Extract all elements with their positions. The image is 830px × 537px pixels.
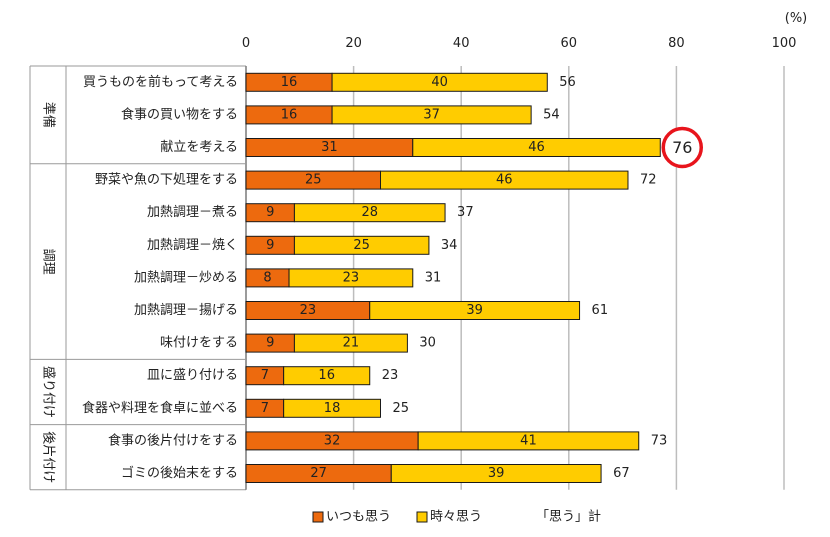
- total-label: 61: [592, 303, 609, 318]
- data-label: 9: [266, 336, 274, 351]
- total-label: 67: [613, 466, 630, 481]
- category-label: 食事の買い物をする: [121, 106, 238, 122]
- group-label: 後片付け: [41, 431, 56, 483]
- data-label: 28: [361, 205, 378, 220]
- group-label: 準備: [41, 102, 57, 128]
- total-label: 25: [393, 401, 410, 416]
- group-label: 盛り付け: [41, 366, 56, 418]
- bar-segment: [288, 268, 414, 288]
- category-label: 加熱調理－炒める: [134, 270, 238, 285]
- total-label: 31: [425, 270, 442, 285]
- bar-segment: [417, 431, 640, 451]
- category-label: 皿に盛り付ける: [147, 368, 238, 383]
- data-label: 31: [321, 140, 338, 155]
- data-label: 16: [281, 107, 298, 122]
- data-label: 46: [528, 140, 545, 155]
- x-tick-label: 100: [772, 36, 797, 51]
- legend: いつも思う 時々思う 「思う」計: [312, 509, 601, 525]
- x-tick-label: 20: [345, 36, 362, 51]
- bar-segment: [283, 398, 381, 418]
- x-tick-label: 40: [453, 36, 470, 51]
- total-label: 34: [441, 238, 458, 253]
- data-label: 16: [318, 368, 335, 383]
- highlight-circle: [661, 126, 704, 169]
- total-label: 30: [419, 336, 436, 351]
- category-label: 味付けをする: [160, 336, 238, 351]
- bars: 16 40 56 16 37 54 31 46 76 25 46 72 9 28 37 9 25 34 8 23 31 2…: [245, 72, 704, 483]
- data-label: 25: [353, 238, 370, 253]
- data-label: 23: [343, 270, 360, 285]
- category-label: 食事の後片付けをする: [108, 432, 238, 448]
- data-label: 40: [431, 75, 448, 90]
- bar-segment: [390, 464, 602, 483]
- legend-label: 時々思う: [430, 510, 482, 525]
- total-label: 76: [672, 138, 692, 157]
- data-label: 41: [520, 433, 537, 448]
- total-label: 23: [382, 368, 399, 383]
- data-label: 16: [281, 75, 298, 90]
- data-label: 7: [261, 401, 269, 416]
- data-label: 8: [263, 270, 271, 285]
- legend-label: いつも思う: [326, 510, 391, 525]
- bar-segment: [331, 105, 532, 125]
- category-label: 買うものを前もって考える: [83, 74, 238, 90]
- bar-segment: [369, 301, 581, 320]
- bar-segment: [412, 138, 661, 157]
- category-label: 野菜や魚の下処理をする: [95, 173, 238, 188]
- data-label: 39: [488, 466, 505, 481]
- data-label: 39: [466, 303, 483, 318]
- bar-segment: [293, 333, 408, 353]
- category-label: 食器や料理を食卓に並べる: [82, 400, 238, 416]
- total-label: 56: [559, 75, 576, 90]
- category-label: 加熱調理－揚げる: [134, 302, 238, 318]
- data-label: 7: [261, 368, 269, 383]
- total-label: 54: [543, 107, 560, 122]
- gridlines: [352, 66, 785, 490]
- category-label: 加熱調理－煮る: [147, 205, 238, 220]
- category-label: 加熱調理－焼く: [147, 238, 238, 253]
- x-axis-tick-labels: 0 20 40 60 80 100: [242, 36, 797, 51]
- bar-segment: [283, 366, 371, 386]
- x-tick-label: 60: [561, 36, 578, 51]
- data-label: 46: [496, 173, 513, 188]
- total-label: 72: [640, 173, 657, 188]
- total-label: 73: [651, 433, 668, 448]
- data-label: 32: [324, 433, 341, 448]
- data-label: 37: [423, 107, 440, 122]
- data-label: 18: [324, 401, 341, 416]
- bar-segment: [380, 170, 629, 190]
- unit-label: (%): [785, 11, 808, 26]
- legend-swatch: [416, 511, 428, 523]
- category-label: 献立を考える: [160, 140, 238, 155]
- bar-segment: [293, 235, 430, 255]
- data-label: 23: [300, 303, 317, 318]
- total-label: 37: [457, 205, 474, 220]
- data-label: 27: [310, 466, 327, 481]
- bar-segment: [293, 203, 446, 223]
- category-label: ゴミの後始末をする: [121, 465, 238, 481]
- x-tick-label: 0: [242, 36, 250, 51]
- bar-segment: [331, 72, 548, 92]
- legend-label: 「思う」計: [536, 509, 601, 525]
- group-label: 調理: [41, 249, 56, 275]
- data-label: 9: [266, 238, 274, 253]
- legend-swatch: [312, 511, 324, 523]
- data-label: 25: [305, 173, 322, 188]
- data-label: 9: [266, 205, 274, 220]
- data-label: 21: [343, 336, 360, 351]
- x-tick-label: 80: [668, 36, 685, 51]
